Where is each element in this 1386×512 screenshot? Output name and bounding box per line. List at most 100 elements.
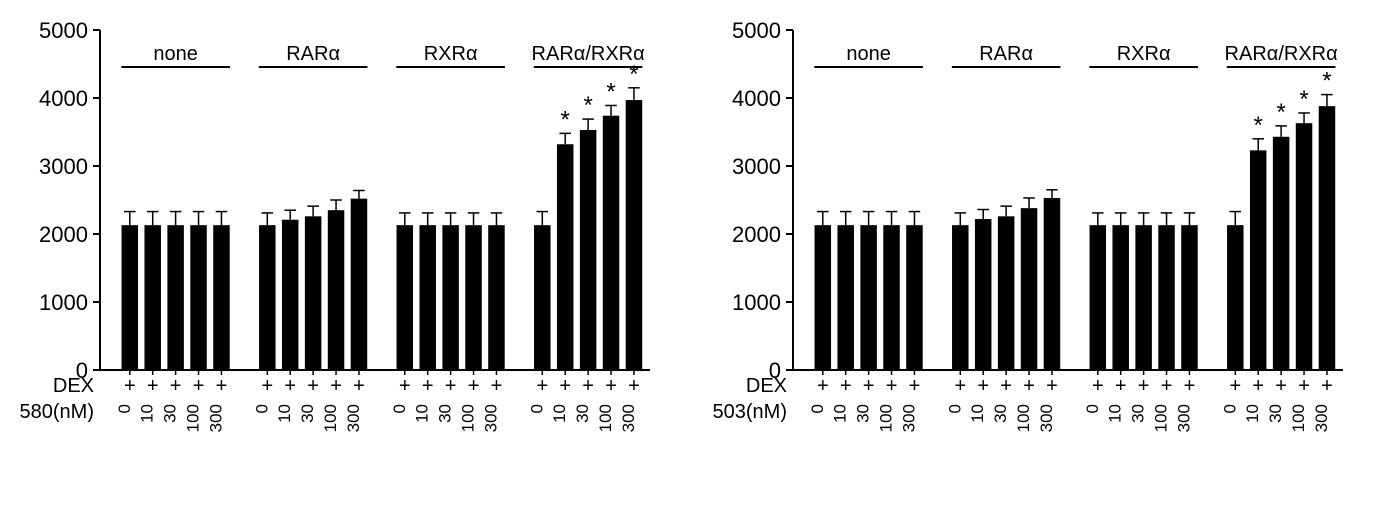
svg-text:5000: 5000 [732,20,781,43]
significance-star: * [1276,99,1285,126]
bar [397,225,414,370]
group-label: RARα/RXRα [532,43,645,65]
dex-plus: + [977,375,989,397]
svg-text:2000: 2000 [732,222,781,247]
bar [122,225,138,370]
dose-label: 0 [390,404,409,413]
dose-label: 0 [808,404,827,413]
bar [580,130,597,370]
dex-plus: + [536,375,548,397]
dex-plus: + [147,375,159,397]
group-label: RARα/RXRα [1225,43,1338,65]
dose-label: 100 [184,404,203,432]
dose-label: 100 [877,404,896,432]
compound-row-label: CD2503(nM) [713,401,787,423]
bar [1044,198,1061,370]
bar [1296,123,1313,370]
bar [442,225,459,370]
dose-label: 0 [1220,404,1239,413]
svg-text:4000: 4000 [732,86,781,111]
dose-label: 10 [413,404,432,423]
dex-plus: + [628,375,640,397]
bar [213,225,230,370]
dose-label: 300 [481,404,500,432]
dex-plus: + [422,375,434,397]
dex-plus: + [216,375,228,397]
dose-label: 0 [115,404,134,413]
dose-label: 10 [275,404,294,423]
dose-label: 10 [831,404,850,423]
bar [167,225,184,370]
group-label: RXRα [424,43,478,65]
bar [144,225,161,370]
dose-label: 30 [573,404,592,423]
dose-label: 10 [550,404,569,423]
group-label: none [153,43,198,65]
svg-text:1000: 1000 [732,290,781,315]
bar [557,144,574,370]
bar [1135,225,1152,370]
bar [626,100,643,370]
dex-plus: + [1321,375,1333,397]
figure: 010002000300040005000+0+10+30+100+300non… [0,0,1386,512]
dose-label: 10 [968,404,987,423]
dex-plus: + [954,375,966,397]
dex-plus: + [1184,375,1196,397]
dex-plus: + [1252,375,1264,397]
compound-row-label: AM580(nM) [20,401,94,423]
dex-plus: + [261,375,273,397]
bar [259,225,276,370]
svg-text:1000: 1000 [39,290,88,315]
significance-star: * [1299,86,1308,113]
bar [465,225,482,370]
bar [419,225,436,370]
dex-plus: + [1161,375,1173,397]
significance-star: * [1254,112,1263,139]
bar [1250,150,1267,370]
dex-plus: + [445,375,457,397]
bar [305,216,322,370]
bar [282,220,299,370]
bar [488,225,505,370]
group-label: RXRα [1117,43,1171,65]
bar [1090,225,1107,370]
bar [190,225,207,370]
dose-label: 0 [252,404,271,413]
dose-label: 300 [344,404,363,432]
panel-left: 010002000300040005000+0+10+30+100+300non… [20,20,673,482]
dex-plus: + [193,375,205,397]
dose-label: 100 [1289,404,1308,432]
dose-label: 300 [1174,404,1193,432]
dex-plus: + [170,375,182,397]
dex-plus: + [124,375,136,397]
svg-text:5000: 5000 [39,20,88,43]
chart-svg-left: 010002000300040005000+0+10+30+100+300non… [20,20,660,480]
bar [351,199,368,370]
dex-plus: + [468,375,480,397]
dex-plus: + [1115,375,1127,397]
dex-plus: + [909,375,921,397]
dex-plus: + [330,375,342,397]
dose-label: 10 [1243,404,1262,423]
significance-star: * [561,106,570,133]
dex-plus: + [491,375,503,397]
dose-label: 30 [161,404,180,423]
significance-star: * [606,78,615,105]
dex-plus: + [1138,375,1150,397]
dose-label: 10 [1106,404,1125,423]
dex-plus: + [1092,375,1104,397]
bar [1158,225,1175,370]
significance-star: * [583,92,592,119]
dose-label: 300 [1312,404,1331,432]
dose-label: 10 [138,404,157,423]
dex-plus: + [1023,375,1035,397]
dex-plus: + [605,375,617,397]
bar [906,225,923,370]
dose-label: 30 [854,404,873,423]
panel-right: 010002000300040005000+0+10+30+100+300non… [713,20,1366,482]
dose-label: 30 [1129,404,1148,423]
bar [837,225,854,370]
group-label: none [846,43,891,65]
dose-label: 100 [459,404,478,432]
svg-text:4000: 4000 [39,86,88,111]
